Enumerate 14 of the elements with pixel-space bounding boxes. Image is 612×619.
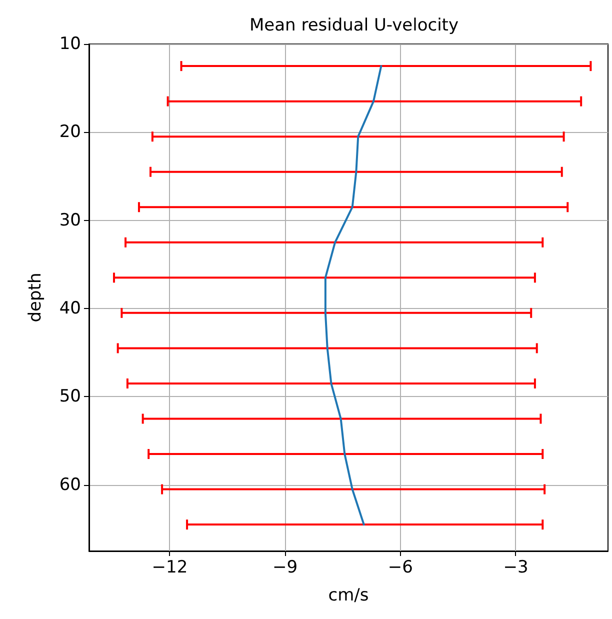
x-tick-label: −3 <box>503 558 528 578</box>
y-axis-title: depth <box>26 272 46 322</box>
y-tick-label: 40 <box>59 298 81 319</box>
x-tick-label: −9 <box>272 558 298 578</box>
y-tick-label: 20 <box>59 122 81 142</box>
x-tick-label: −6 <box>388 558 413 578</box>
x-axis-title: cm/s <box>328 586 369 606</box>
line-series <box>324 65 382 526</box>
y-tick-label: 10 <box>59 34 81 54</box>
y-tick-label: 50 <box>59 386 81 407</box>
x-tick-label: −12 <box>152 558 188 578</box>
chart-title: Mean residual U-velocity <box>249 16 459 36</box>
y-tick-label: 60 <box>59 474 81 495</box>
y-tick-label: 30 <box>59 210 81 230</box>
